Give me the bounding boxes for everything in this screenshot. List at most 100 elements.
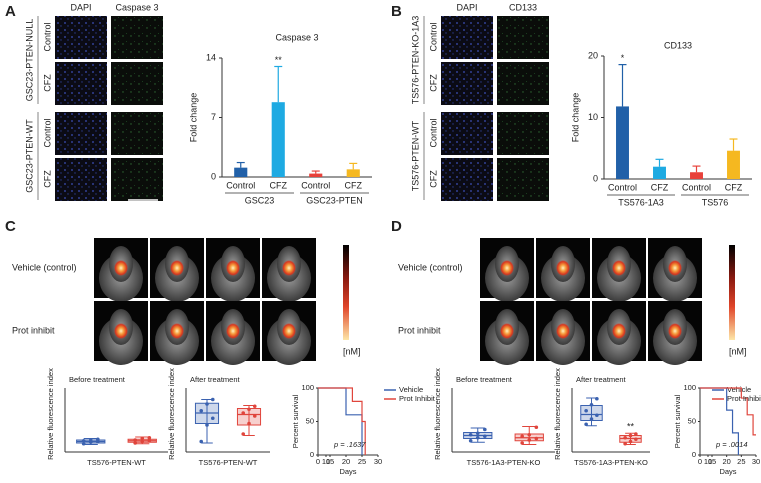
x-tick-label: 0 xyxy=(316,457,320,466)
significance: ** xyxy=(627,422,635,432)
point xyxy=(589,402,594,407)
row-label: CFZ xyxy=(42,74,52,92)
y-axis-label: Relative fluorescence index xyxy=(553,368,562,460)
row-label: Control xyxy=(428,22,438,51)
bar xyxy=(653,166,666,179)
bar xyxy=(616,106,629,179)
chart-title: After treatment xyxy=(190,375,241,384)
bar xyxy=(727,150,740,179)
y-tick-label: 100 xyxy=(301,383,314,392)
y-axis-label: Relative fluorescence index xyxy=(433,368,442,460)
survival-line xyxy=(318,387,366,455)
point xyxy=(534,436,539,441)
y-tick-label: 7 xyxy=(211,112,216,122)
signal xyxy=(226,323,240,339)
point xyxy=(595,413,599,418)
point xyxy=(81,441,86,446)
legend-label: Prot Inhibit xyxy=(399,394,436,403)
point xyxy=(628,439,633,444)
micrograph xyxy=(441,112,493,155)
micrograph xyxy=(497,112,549,155)
y-axis-label: Fold change xyxy=(188,93,198,143)
x-axis-label: TS576-1A3-PTEN-KO xyxy=(467,458,541,467)
point xyxy=(483,427,487,432)
x-tick-label: Control xyxy=(608,182,637,192)
point xyxy=(534,425,539,430)
group-label: TS576 xyxy=(702,197,729,207)
x-tick-label: CFZ xyxy=(725,182,743,192)
colorbar xyxy=(343,245,349,340)
point xyxy=(140,436,145,441)
group-label: GSC23-PTEN-WT xyxy=(24,119,34,193)
point xyxy=(241,411,246,415)
micrograph xyxy=(497,62,549,105)
y-tick-label: 0 xyxy=(211,171,216,181)
micrograph xyxy=(441,62,493,105)
micrograph xyxy=(55,62,107,105)
x-tick-label: 0 xyxy=(698,457,702,466)
point xyxy=(520,434,524,439)
legend-label: Prot Inhibit xyxy=(727,394,761,403)
signal xyxy=(282,260,296,276)
group-label: TS576-1A3 xyxy=(618,197,664,207)
point xyxy=(133,438,137,442)
point xyxy=(210,416,215,421)
colorbar xyxy=(729,245,735,340)
point xyxy=(584,422,588,427)
signal xyxy=(282,323,296,339)
point xyxy=(147,438,152,443)
panel-letter: A xyxy=(5,3,16,20)
x-tick-label: 20 xyxy=(342,457,350,466)
y-tick-label: 100 xyxy=(683,383,696,392)
chart-title: Before treatment xyxy=(69,375,126,384)
x-tick-label: 10 xyxy=(704,457,712,466)
annotation: p = .1637 xyxy=(333,440,366,449)
point xyxy=(475,431,480,436)
y-tick-label: 14 xyxy=(206,52,216,62)
point xyxy=(483,434,487,439)
x-axis-label: TS576-1A3-PTEN-KO xyxy=(574,458,648,467)
signal xyxy=(500,323,514,339)
point xyxy=(584,408,588,413)
point xyxy=(527,438,532,442)
micrograph xyxy=(497,16,549,59)
chart-title: Before treatment xyxy=(456,375,513,384)
micrograph xyxy=(55,16,107,59)
bar xyxy=(309,173,323,177)
chart-title: After treatment xyxy=(576,375,627,384)
colorbar-unit: [nM] xyxy=(343,346,361,356)
x-axis-label: Days xyxy=(339,467,356,476)
micrograph xyxy=(441,158,493,201)
micrograph xyxy=(111,62,163,105)
y-tick-label: 0 xyxy=(593,173,598,183)
row-label: Prot inhibit xyxy=(398,325,441,335)
point xyxy=(147,435,152,440)
significance: ** xyxy=(275,55,283,65)
point xyxy=(133,441,137,445)
point xyxy=(199,408,204,413)
x-axis-label: Days xyxy=(719,467,736,476)
y-tick-label: 50 xyxy=(306,416,314,425)
signal xyxy=(556,260,570,276)
chart-title: CD133 xyxy=(664,40,692,50)
micrograph xyxy=(441,16,493,59)
survival-line xyxy=(700,387,756,436)
row-label: CFZ xyxy=(428,74,438,92)
x-axis-label: TS576-PTEN-WT xyxy=(87,458,146,467)
signal xyxy=(114,323,128,339)
signal xyxy=(612,323,626,339)
group-label: GSC23 xyxy=(245,195,275,205)
micrograph xyxy=(111,16,163,59)
signal xyxy=(170,323,184,339)
x-axis-label: TS576-PTEN-WT xyxy=(199,458,258,467)
group-label: TS576-PTEN-KO-1A3 xyxy=(410,16,420,105)
point xyxy=(628,433,633,438)
point xyxy=(589,417,594,421)
micrograph xyxy=(55,112,107,155)
y-tick-label: 50 xyxy=(688,416,696,425)
y-axis-label: Percent survival xyxy=(673,394,682,448)
panel-letter: D xyxy=(391,218,402,235)
point xyxy=(140,439,145,444)
annotation: p = .0014 xyxy=(715,440,748,449)
signal xyxy=(668,260,682,276)
